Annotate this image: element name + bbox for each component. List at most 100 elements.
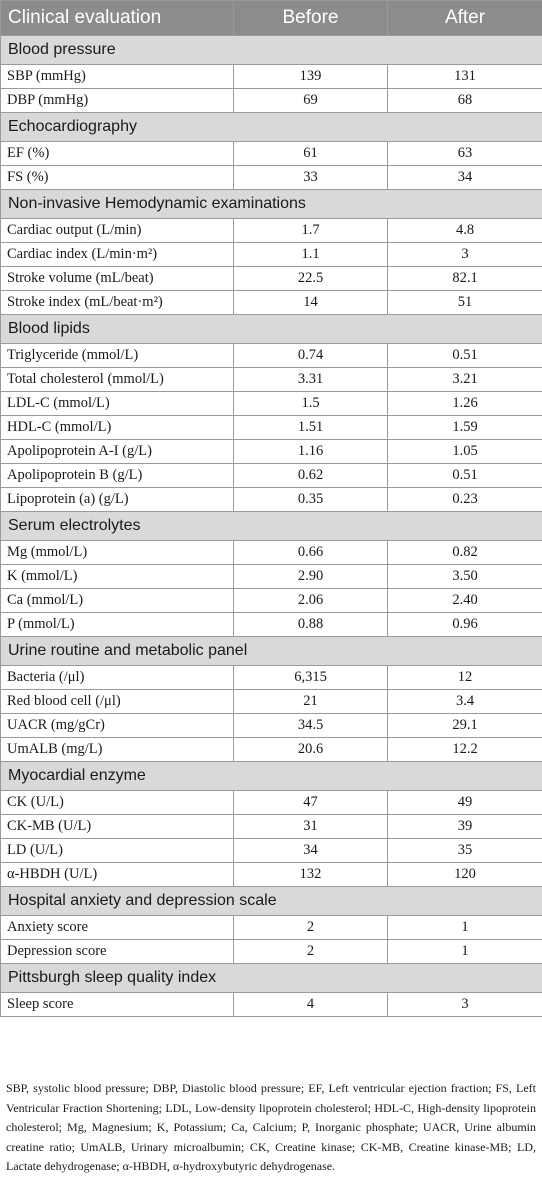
section-title: Pittsburgh sleep quality index xyxy=(0,963,542,993)
row-label: Mg (mmol/L) xyxy=(0,540,234,565)
row-label: HDL-C (mmol/L) xyxy=(0,415,234,440)
table-footnote: SBP, systolic blood pressure; DBP, Diast… xyxy=(6,1081,536,1173)
table-row: Ca (mmol/L) 2.06 2.40 xyxy=(0,588,542,613)
after-value: 35 xyxy=(387,838,542,863)
row-label: Anxiety score xyxy=(0,915,234,940)
after-value: 4.8 xyxy=(387,218,542,243)
row-label: EF (%) xyxy=(0,141,234,166)
table-row: Sleep score 4 3 xyxy=(0,992,542,1017)
section-title: Myocardial enzyme xyxy=(0,761,542,791)
before-value: 2.06 xyxy=(233,588,388,613)
after-value: 12.2 xyxy=(387,737,542,762)
section-row: Blood pressure xyxy=(0,35,542,65)
before-value: 3.31 xyxy=(233,367,388,392)
row-label: Depression score xyxy=(0,939,234,964)
row-label: Apolipoprotein A-I (g/L) xyxy=(0,439,234,464)
row-label: Sleep score xyxy=(0,992,234,1017)
row-label: LD (U/L) xyxy=(0,838,234,863)
row-label: Ca (mmol/L) xyxy=(0,588,234,613)
table-row: HDL-C (mmol/L) 1.51 1.59 xyxy=(0,415,542,440)
table-header: Clinical evaluation Before After xyxy=(0,0,542,36)
row-label: FS (%) xyxy=(0,165,234,190)
before-value: 2 xyxy=(233,915,388,940)
before-value: 33 xyxy=(233,165,388,190)
row-label: Red blood cell (/μl) xyxy=(0,689,234,714)
table-row: Depression score 2 1 xyxy=(0,939,542,964)
row-label: Stroke index (mL/beat·m²) xyxy=(0,290,234,315)
row-label: Bacteria (/μl) xyxy=(0,665,234,690)
row-label: CK-MB (U/L) xyxy=(0,814,234,839)
table-row: Mg (mmol/L) 0.66 0.82 xyxy=(0,540,542,565)
before-value: 34.5 xyxy=(233,713,388,738)
after-value: 1 xyxy=(387,939,542,964)
table-row: UmALB (mg/L) 20.6 12.2 xyxy=(0,737,542,762)
row-label: P (mmol/L) xyxy=(0,612,234,637)
section-row: Hospital anxiety and depression scale xyxy=(0,886,542,916)
before-value: 14 xyxy=(233,290,388,315)
after-value: 0.51 xyxy=(387,343,542,368)
section-row: Urine routine and metabolic panel xyxy=(0,636,542,666)
table-row: Bacteria (/μl) 6,315 12 xyxy=(0,665,542,690)
before-value: 6,315 xyxy=(233,665,388,690)
before-value: 21 xyxy=(233,689,388,714)
table-row: Stroke index (mL/beat·m²) 14 51 xyxy=(0,290,542,315)
row-label: Cardiac index (L/min·m²) xyxy=(0,242,234,267)
after-value: 49 xyxy=(387,790,542,815)
table-row: Stroke volume (mL/beat) 22.5 82.1 xyxy=(0,266,542,291)
before-value: 0.88 xyxy=(233,612,388,637)
after-value: 12 xyxy=(387,665,542,690)
row-label: Stroke volume (mL/beat) xyxy=(0,266,234,291)
section-title: Echocardiography xyxy=(0,112,542,142)
row-label: LDL-C (mmol/L) xyxy=(0,391,234,416)
row-label: Triglyceride (mmol/L) xyxy=(0,343,234,368)
after-value: 3.50 xyxy=(387,564,542,589)
row-label: CK (U/L) xyxy=(0,790,234,815)
section-title: Blood pressure xyxy=(0,35,542,65)
before-value: 132 xyxy=(233,862,388,887)
after-value: 120 xyxy=(387,862,542,887)
section-row: Serum electrolytes xyxy=(0,511,542,541)
before-value: 0.35 xyxy=(233,487,388,512)
section-title: Non-invasive Hemodynamic examinations xyxy=(0,189,542,219)
section-row: Non-invasive Hemodynamic examinations xyxy=(0,189,542,219)
table-row: DBP (mmHg) 69 68 xyxy=(0,88,542,113)
after-value: 1.26 xyxy=(387,391,542,416)
table-row: P (mmol/L) 0.88 0.96 xyxy=(0,612,542,637)
row-label: K (mmol/L) xyxy=(0,564,234,589)
table-row: LDL-C (mmol/L) 1.5 1.26 xyxy=(0,391,542,416)
after-value: 3 xyxy=(387,992,542,1017)
table-row: Lipoprotein (a) (g/L) 0.35 0.23 xyxy=(0,487,542,512)
table-row: Red blood cell (/μl) 21 3.4 xyxy=(0,689,542,714)
table-row: SBP (mmHg) 139 131 xyxy=(0,64,542,89)
row-label: DBP (mmHg) xyxy=(0,88,234,113)
after-value: 1 xyxy=(387,915,542,940)
table-row: FS (%) 33 34 xyxy=(0,165,542,190)
table-row: Apolipoprotein B (g/L) 0.62 0.51 xyxy=(0,463,542,488)
row-label: Lipoprotein (a) (g/L) xyxy=(0,487,234,512)
table-row: CK-MB (U/L) 31 39 xyxy=(0,814,542,839)
section-row: Blood lipids xyxy=(0,314,542,344)
before-value: 0.66 xyxy=(233,540,388,565)
after-value: 63 xyxy=(387,141,542,166)
after-value: 3.4 xyxy=(387,689,542,714)
table-row: Cardiac index (L/min·m²) 1.1 3 xyxy=(0,242,542,267)
before-value: 47 xyxy=(233,790,388,815)
before-value: 2.90 xyxy=(233,564,388,589)
after-value: 3 xyxy=(387,242,542,267)
table-row: LD (U/L) 34 35 xyxy=(0,838,542,863)
row-label: UACR (mg/gCr) xyxy=(0,713,234,738)
section-title: Urine routine and metabolic panel xyxy=(0,636,542,666)
table-row: UACR (mg/gCr) 34.5 29.1 xyxy=(0,713,542,738)
before-value: 139 xyxy=(233,64,388,89)
section-row: Pittsburgh sleep quality index xyxy=(0,963,542,993)
before-value: 2 xyxy=(233,939,388,964)
clinical-evaluation-table: Clinical evaluation Before After Blood p… xyxy=(0,0,542,1017)
before-value: 1.1 xyxy=(233,242,388,267)
before-value: 4 xyxy=(233,992,388,1017)
before-value: 31 xyxy=(233,814,388,839)
after-value: 29.1 xyxy=(387,713,542,738)
section-title: Serum electrolytes xyxy=(0,511,542,541)
before-value: 34 xyxy=(233,838,388,863)
after-value: 131 xyxy=(387,64,542,89)
row-label: UmALB (mg/L) xyxy=(0,737,234,762)
